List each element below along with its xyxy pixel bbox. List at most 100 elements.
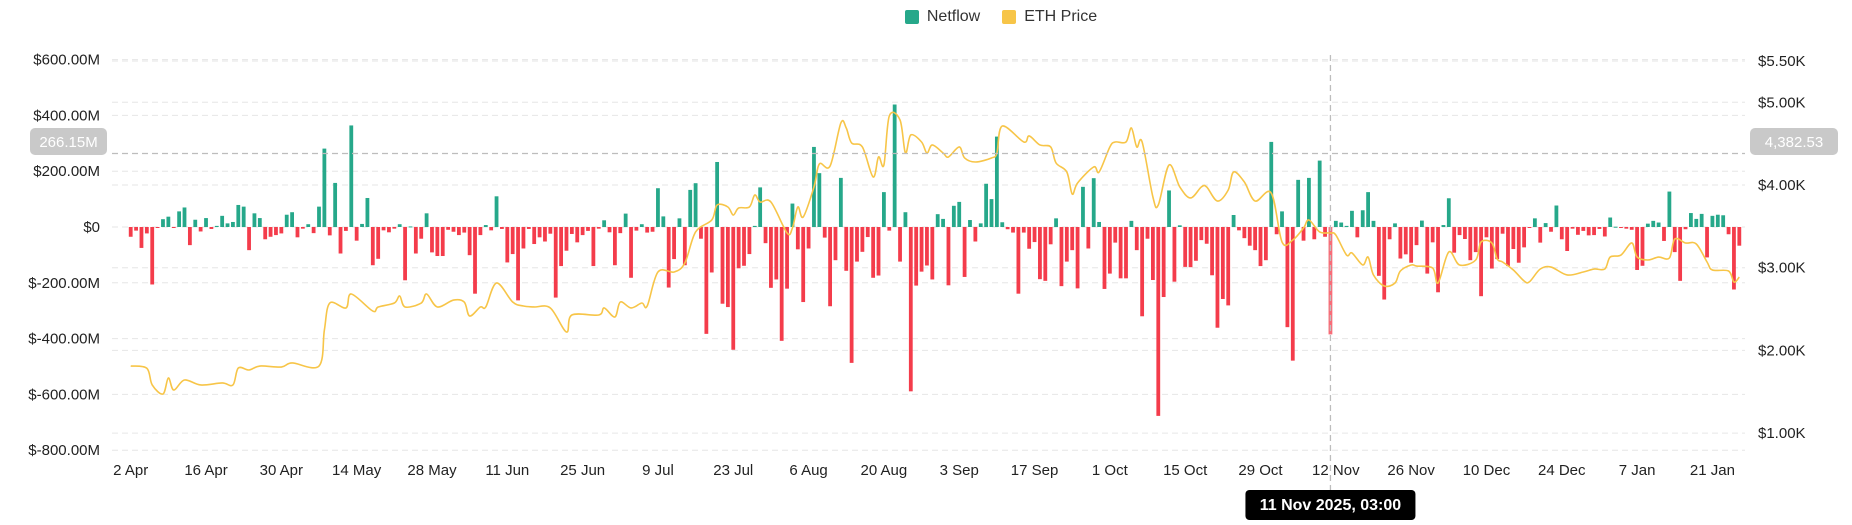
inflow-bar[interactable] (360, 223, 364, 227)
outflow-bar[interactable] (720, 227, 725, 304)
outflow-bar[interactable] (1425, 227, 1430, 274)
inflow-bar[interactable] (252, 213, 257, 227)
outflow-bar[interactable] (769, 227, 773, 288)
outflow-bar[interactable] (1678, 227, 1683, 281)
outflow-bar[interactable] (473, 227, 477, 294)
inflow-bar[interactable] (1651, 220, 1656, 227)
outflow-bar[interactable] (898, 227, 902, 262)
inflow-bar[interactable] (752, 225, 757, 227)
outflow-bar[interactable] (908, 227, 913, 392)
outflow-bar[interactable] (650, 227, 655, 232)
outflow-bar[interactable] (1247, 227, 1252, 246)
outflow-bar[interactable] (1086, 227, 1091, 249)
outflow-bar[interactable] (462, 227, 467, 233)
outflow-bar[interactable] (274, 227, 278, 236)
outflow-bar[interactable] (946, 227, 951, 286)
outflow-bar[interactable] (1032, 227, 1037, 243)
outflow-bar[interactable] (1263, 227, 1268, 261)
outflow-bar[interactable] (370, 227, 375, 266)
outflow-bar[interactable] (139, 227, 144, 248)
outflow-bar[interactable] (435, 227, 440, 257)
outflow-bar[interactable] (263, 227, 268, 240)
outflow-bar[interactable] (1011, 227, 1015, 233)
outflow-bar[interactable] (1559, 227, 1564, 240)
inflow-bar[interactable] (236, 204, 241, 227)
outflow-bar[interactable] (1161, 227, 1166, 298)
outflow-bar[interactable] (962, 227, 967, 277)
inflow-bar[interactable] (639, 224, 644, 227)
inflow-bar[interactable] (1054, 218, 1058, 227)
outflow-bar[interactable] (295, 227, 300, 238)
outflow-bar[interactable] (1570, 227, 1575, 229)
outflow-bar[interactable] (1027, 227, 1032, 249)
inflow-bar[interactable] (1307, 177, 1311, 227)
outflow-bar[interactable] (1436, 227, 1440, 293)
outflow-bar[interactable] (1323, 227, 1327, 237)
inflow-bar[interactable] (1656, 222, 1661, 227)
outflow-bar[interactable] (1075, 227, 1080, 289)
outflow-bar[interactable] (1070, 227, 1075, 251)
outflow-bar[interactable] (1355, 227, 1360, 238)
inflow-bar[interactable] (225, 223, 230, 227)
inflow-bar[interactable] (365, 197, 370, 227)
outflow-bar[interactable] (1376, 227, 1381, 276)
outflow-bar[interactable] (930, 227, 935, 280)
outflow-bar[interactable] (1113, 227, 1118, 243)
inflow-bar[interactable] (623, 213, 628, 227)
outflow-bar[interactable] (774, 227, 779, 280)
inflow-bar[interactable] (661, 216, 666, 227)
outflow-bar[interactable] (1156, 227, 1161, 416)
outflow-bar[interactable] (1237, 227, 1241, 231)
outflow-bar[interactable] (925, 227, 929, 266)
inflow-bar[interactable] (1554, 205, 1559, 227)
inflow-bar[interactable] (284, 214, 289, 227)
inflow-bar[interactable] (688, 189, 693, 227)
outflow-bar[interactable] (381, 227, 386, 231)
outflow-bar[interactable] (666, 227, 671, 288)
outflow-bar[interactable] (1538, 227, 1543, 243)
inflow-bar[interactable] (1366, 192, 1370, 227)
outflow-bar[interactable] (1403, 227, 1408, 255)
inflow-bar[interactable] (290, 212, 294, 227)
outflow-bar[interactable] (736, 227, 741, 269)
inflow-bar[interactable] (182, 207, 187, 227)
inflow-bar[interactable] (1339, 222, 1344, 227)
outflow-bar[interactable] (1220, 227, 1225, 299)
outflow-bar[interactable] (645, 227, 650, 233)
outflow-bar[interactable] (1016, 227, 1021, 294)
outflow-bar[interactable] (1737, 227, 1742, 246)
inflow-bar[interactable] (984, 183, 989, 227)
inflow-bar[interactable] (408, 226, 413, 228)
inflow-bar[interactable] (693, 183, 698, 227)
outflow-bar[interactable] (1732, 227, 1736, 290)
inflow-bar[interactable] (968, 220, 972, 227)
inflow-bar[interactable] (758, 187, 763, 227)
inflow-bar[interactable] (1296, 179, 1301, 227)
outflow-bar[interactable] (629, 227, 633, 278)
outflow-bar[interactable] (478, 227, 483, 236)
outflow-bar[interactable] (430, 227, 434, 253)
inflow-bar[interactable] (241, 206, 246, 227)
inflow-bar[interactable] (177, 211, 182, 227)
outflow-bar[interactable] (1199, 227, 1204, 241)
inflow-bar[interactable] (1333, 220, 1338, 227)
outflow-bar[interactable] (1194, 227, 1198, 261)
inflow-bar[interactable] (715, 161, 720, 227)
outflow-bar[interactable] (1473, 227, 1478, 253)
outflow-bar[interactable] (1516, 227, 1521, 263)
outflow-bar[interactable] (1500, 227, 1505, 234)
legend-item-eth-price[interactable]: ETH Price (1002, 8, 1097, 26)
outflow-bar[interactable] (591, 227, 596, 267)
outflow-bar[interactable] (1021, 227, 1026, 233)
outflow-bar[interactable] (1409, 227, 1414, 263)
inflow-bar[interactable] (1317, 160, 1322, 227)
inflow-bar[interactable] (166, 216, 171, 227)
outflow-bar[interactable] (354, 227, 359, 241)
outflow-bar[interactable] (742, 227, 746, 266)
inflow-bar[interactable] (424, 213, 429, 227)
outflow-bar[interactable] (1726, 227, 1731, 235)
outflow-bar[interactable] (613, 227, 617, 266)
outflow-bar[interactable] (1005, 227, 1010, 230)
outflow-bar[interactable] (634, 227, 639, 231)
